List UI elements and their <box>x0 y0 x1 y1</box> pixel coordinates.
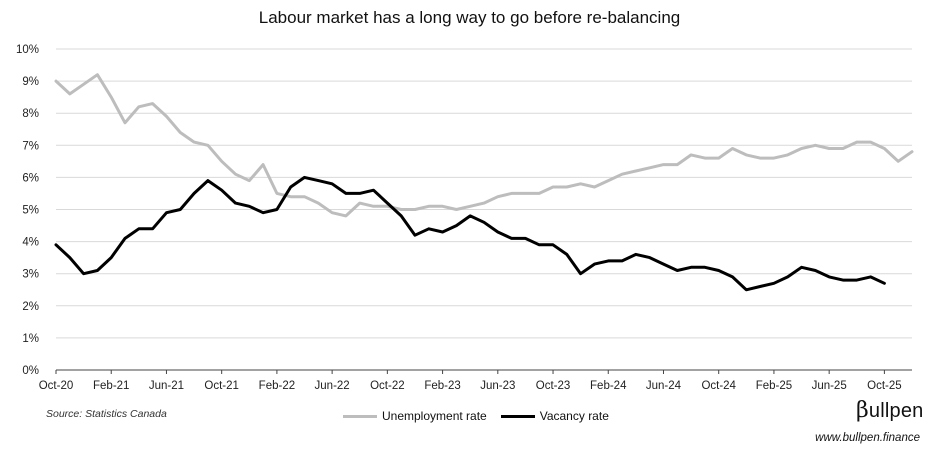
y-tick-label: 0% <box>22 365 39 377</box>
legend-item-vacancy: Vacancy rate <box>500 409 609 423</box>
vacancy-rate-line <box>54 175 886 292</box>
y-tick-label: 9% <box>22 76 39 88</box>
y-tick-labels: 0% 1% 2% 3% 4% 5% 6% 7% 8% 9% 10% <box>16 44 39 377</box>
logo-beta: β <box>856 398 869 423</box>
x-tick-label: Jun-21 <box>149 380 184 392</box>
series-lines <box>54 73 914 292</box>
y-gridlines <box>56 48 912 339</box>
x-tick-label: Oct-25 <box>867 380 902 392</box>
y-tick-label: 7% <box>22 140 39 152</box>
unemployment-rate-line <box>54 73 914 218</box>
x-tick-label: Jun-24 <box>646 380 682 392</box>
legend: Unemployment rate Vacancy rate <box>343 409 623 423</box>
axes <box>55 369 912 374</box>
chart-title: Labour market has a long way to go befor… <box>258 8 681 27</box>
y-tick-label: 3% <box>22 269 39 281</box>
legend-swatch-unemployment <box>343 414 377 418</box>
y-tick-label: 5% <box>22 205 39 217</box>
line-chart: 0% 1% 2% 3% 4% 5% 6% 7% 8% 9% 10% Oct-20 Feb-21 Jun-… <box>16 44 914 392</box>
x-tick-labels: Oct-20 Feb-21 Jun-21 Oct-21 Feb-22 Jun-22 Oct-… <box>39 380 902 392</box>
legend-label-unemployment: Unemployment rate <box>382 409 487 423</box>
y-tick-label: 2% <box>22 301 39 313</box>
bullpen-logo: βullpen <box>856 398 924 423</box>
y-tick-label: 1% <box>22 333 39 345</box>
x-tick-label: Oct-22 <box>370 380 405 392</box>
logo-text: ullpen <box>868 400 924 422</box>
x-tick-label: Oct-24 <box>701 380 736 392</box>
x-tick-label: Feb-25 <box>756 380 792 392</box>
x-tick-label: Oct-23 <box>536 380 571 392</box>
x-tick-label: Jun-25 <box>812 380 847 392</box>
legend-item-unemployment: Unemployment rate <box>343 409 487 423</box>
x-tick-label: Feb-21 <box>93 380 129 392</box>
legend-swatch-vacancy <box>500 414 535 418</box>
website-url[interactable]: www.bullpen.finance <box>815 432 920 444</box>
x-tick-label: Feb-24 <box>590 380 627 392</box>
y-tick-label: 6% <box>22 172 39 184</box>
y-tick-label: 10% <box>16 44 39 56</box>
y-tick-label: 8% <box>22 108 39 120</box>
x-tick-label: Feb-23 <box>424 380 460 392</box>
x-tick-label: Oct-20 <box>39 380 74 392</box>
x-tick-label: Feb-22 <box>259 380 295 392</box>
x-tick-label: Jun-22 <box>315 380 350 392</box>
source-note: Source: Statistics Canada <box>46 408 167 420</box>
y-tick-label: 4% <box>22 237 39 249</box>
x-tick-label: Jun-23 <box>480 380 515 392</box>
x-tick-label: Oct-21 <box>204 380 239 392</box>
legend-label-vacancy: Vacancy rate <box>539 409 609 423</box>
